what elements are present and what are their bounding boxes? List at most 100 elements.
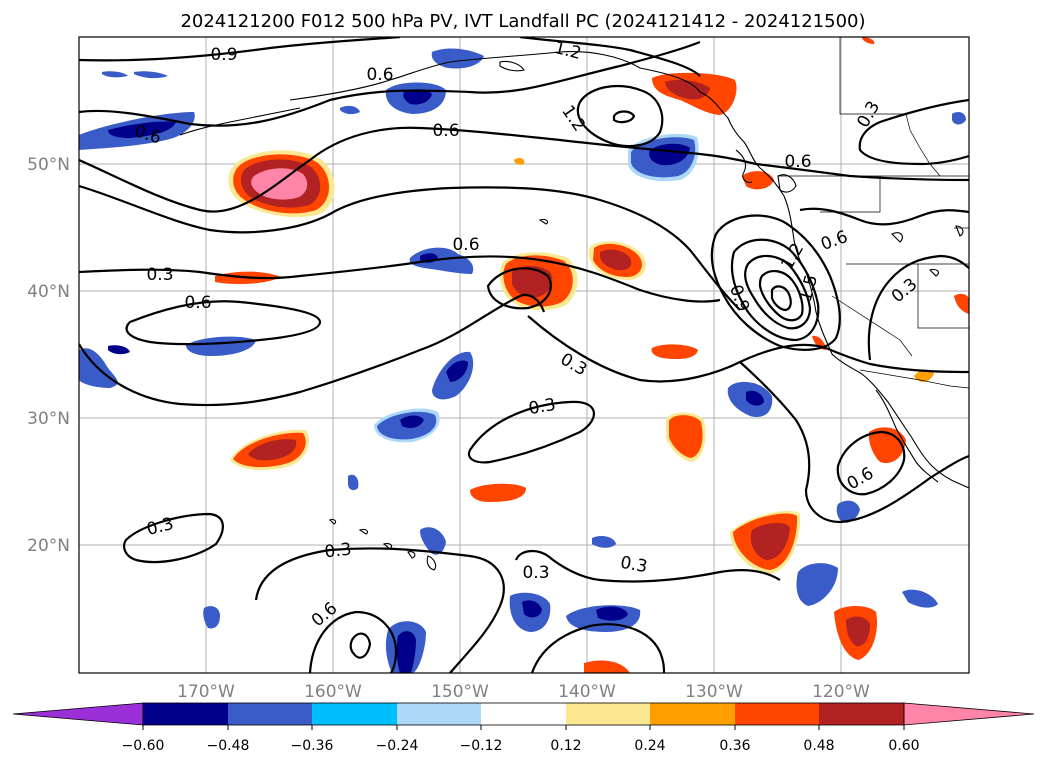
contour-line <box>79 37 401 62</box>
colorbar-segment <box>735 703 819 725</box>
pv-negative-patch <box>348 474 359 491</box>
contour-line <box>858 98 969 166</box>
colorbar-tick-label: −0.24 <box>376 738 419 754</box>
lon-tick-label: 160°W <box>304 682 362 702</box>
pv-negative-patch <box>340 105 360 115</box>
colorbar-segment <box>650 703 735 725</box>
contour-line <box>739 361 969 524</box>
lon-tick-label: 130°W <box>685 682 743 702</box>
colorbar-tick-label: 0.12 <box>550 738 581 754</box>
lon-tick-label: 150°W <box>431 682 489 702</box>
colorbar-segment <box>228 703 312 725</box>
contour-line <box>519 37 701 77</box>
contour-label: 0.3 <box>146 265 173 285</box>
map-frame <box>78 36 970 674</box>
pv-negative-patch <box>836 500 860 523</box>
contour-label: 0.3 <box>619 553 649 577</box>
contour-line <box>79 293 546 407</box>
pv-contours <box>79 37 969 673</box>
colorbar-segment <box>397 703 481 725</box>
contour-line <box>836 430 906 496</box>
map-panel: 0.9 1.2 0.6 1.2 0.6 0.3 0.6 0.6 0.6 0.6 … <box>78 36 970 674</box>
contour-line <box>349 632 372 659</box>
pv-positive-patch <box>954 293 969 314</box>
colorbar-tick-label: 0.60 <box>888 738 919 754</box>
contour-line <box>770 285 792 312</box>
contour-label: 0.6 <box>184 293 211 313</box>
contour-line <box>530 623 666 673</box>
contour-label: 0.9 <box>210 45 237 65</box>
contour-line <box>254 547 505 673</box>
contour-line <box>867 254 969 361</box>
pv-negative-patch <box>902 589 938 608</box>
colorbar-segment <box>566 703 650 725</box>
contour-line <box>79 184 741 311</box>
colorbar-tick-label: −0.48 <box>207 738 250 754</box>
contour-line <box>79 40 701 127</box>
contour-line <box>514 550 781 583</box>
contour-line <box>758 270 804 322</box>
pv-positive-patch <box>868 427 906 464</box>
contour-line <box>467 400 596 464</box>
pv-positive-patch <box>584 660 630 673</box>
pv-negative-patch <box>203 606 220 629</box>
colorbar-extend-low <box>12 702 144 726</box>
pv-positive-patch <box>470 483 526 502</box>
colorbar-segment <box>481 703 566 725</box>
contour-label: 0.3 <box>324 540 353 563</box>
pv-negative-patch <box>592 536 616 548</box>
contour-line <box>730 238 820 342</box>
pv-negative-patch <box>952 112 966 125</box>
pv-negative-patch <box>134 71 168 79</box>
colorbar-segment <box>312 703 397 725</box>
contour-label: 0.3 <box>522 563 549 583</box>
pv-positive-patch <box>862 37 875 44</box>
contour-line <box>79 255 721 303</box>
lat-tick-label: 50°N <box>27 155 70 175</box>
pv-positive-patch <box>742 171 774 190</box>
colorbar: −0.60 −0.48 −0.36 −0.24 −0.12 0.12 0.24 … <box>12 702 1035 754</box>
figure-title: 2024121200 F012 500 hPa PV, IVT Landfall… <box>180 11 865 32</box>
pv-negative-patch <box>796 563 838 606</box>
contour-label: 0.6 <box>452 235 479 255</box>
contour-label: 0.6 <box>784 152 811 172</box>
lat-tick-label: 20°N <box>27 536 70 556</box>
contour-line <box>123 512 224 564</box>
contour-label: 0.6 <box>432 121 459 141</box>
lat-tick-labels: 20°N 30°N 40°N 50°N <box>27 155 70 556</box>
colorbar-tick-label: 0.24 <box>634 738 665 754</box>
colorbar-segment <box>143 703 228 725</box>
lon-tick-label: 120°W <box>812 682 870 702</box>
contour-line <box>125 300 322 346</box>
contour-line <box>79 126 969 213</box>
contour-label: 0.6 <box>366 65 393 85</box>
colorbar-tick-label: 0.48 <box>803 738 834 754</box>
pv-negative-patch <box>420 527 446 555</box>
contour-line <box>576 84 664 148</box>
pv-positive-patch <box>914 369 934 382</box>
pv-negative-patch <box>108 345 130 355</box>
lat-tick-label: 30°N <box>27 409 70 429</box>
colorbar-extend-high <box>903 702 1035 726</box>
pv-negative-patch <box>102 71 128 78</box>
contour-line <box>486 267 552 310</box>
contour-label: 0.3 <box>527 395 557 419</box>
pv-positive-patch <box>514 157 525 165</box>
contour-line <box>799 207 969 226</box>
lat-tick-label: 40°N <box>27 282 70 302</box>
contour-line <box>308 610 398 673</box>
colorbar-ticks <box>142 725 905 730</box>
colorbar-tick-label: 0.36 <box>719 738 750 754</box>
contour-line <box>744 254 812 330</box>
colorbar-tick-label: −0.60 <box>122 738 165 754</box>
pv-positive-patch <box>651 344 698 360</box>
lon-tick-labels: 170°W 160°W 150°W 140°W 130°W 120°W <box>177 682 870 702</box>
colorbar-segment <box>819 703 904 725</box>
colorbar-tick-label: −0.36 <box>291 738 334 754</box>
lon-tick-label: 140°W <box>558 682 616 702</box>
contour-line <box>710 214 841 351</box>
contour-line <box>527 315 969 383</box>
colorbar-tick-label: −0.12 <box>460 738 503 754</box>
contour-line <box>612 110 636 124</box>
